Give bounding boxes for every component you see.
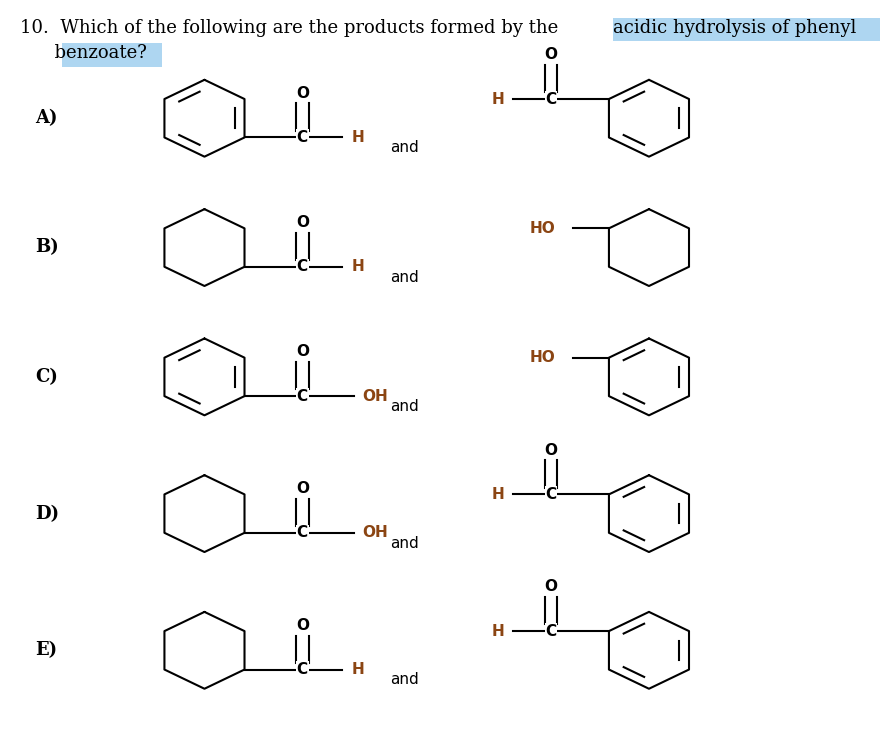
Text: H: H <box>492 487 504 502</box>
Text: H: H <box>351 259 364 274</box>
Text: and: and <box>390 536 419 551</box>
Text: O: O <box>545 579 557 594</box>
Text: and: and <box>390 399 419 414</box>
Text: HO: HO <box>530 221 556 236</box>
Text: A): A) <box>36 109 58 127</box>
Text: E): E) <box>36 641 58 659</box>
Text: O: O <box>296 215 308 230</box>
Text: C: C <box>546 624 557 638</box>
Text: C: C <box>297 259 308 274</box>
Text: OH: OH <box>363 525 388 540</box>
Text: C: C <box>297 662 308 677</box>
Text: C: C <box>297 130 308 145</box>
Text: O: O <box>545 47 557 62</box>
Text: C: C <box>546 487 557 502</box>
Text: C: C <box>297 389 308 403</box>
FancyBboxPatch shape <box>62 43 162 67</box>
Text: D): D) <box>36 505 60 522</box>
Text: acidic hydrolysis of phenyl: acidic hydrolysis of phenyl <box>613 19 857 37</box>
Text: O: O <box>296 86 308 101</box>
Text: B): B) <box>36 239 60 256</box>
FancyBboxPatch shape <box>613 18 880 41</box>
Text: H: H <box>492 624 504 638</box>
Text: O: O <box>296 618 308 633</box>
Text: and: and <box>390 140 419 155</box>
Text: H: H <box>492 92 504 106</box>
Text: H: H <box>351 130 364 145</box>
Text: O: O <box>296 344 308 359</box>
Text: 10.  Which of the following are the products formed by the: 10. Which of the following are the produ… <box>20 19 564 37</box>
Text: H: H <box>351 662 364 677</box>
Text: and: and <box>390 672 419 687</box>
Text: C): C) <box>36 368 59 386</box>
Text: and: and <box>390 270 419 285</box>
Text: OH: OH <box>363 389 388 403</box>
Text: O: O <box>545 443 557 457</box>
Text: O: O <box>296 481 308 496</box>
Text: HO: HO <box>530 350 556 365</box>
Text: benzoate?: benzoate? <box>20 44 147 62</box>
Text: C: C <box>546 92 557 106</box>
Text: C: C <box>297 525 308 540</box>
